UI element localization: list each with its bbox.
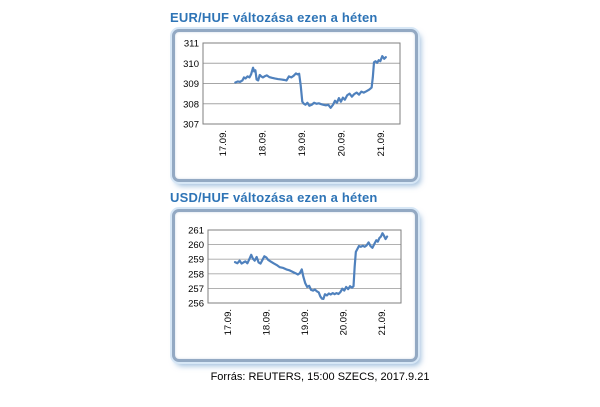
x-tick-label: 20.09. [339, 309, 350, 335]
x-tick-label: 19.09. [300, 309, 311, 335]
eurhuf-chart-frame: 307 308 309 310 311 17.09. 18.09. 19.09. 20.09. 2… [172, 29, 418, 182]
series-line-usd-huf [233, 232, 389, 301]
eurhuf-line-chart: 307 308 309 310 311 17.09. 18.09. 19.09. 20.09. 2… [183, 39, 401, 156]
y-tick-label: 259 [188, 255, 204, 266]
y-tick-label: 311 [184, 39, 199, 50]
series-line-eur-huf [234, 55, 387, 109]
y-tick-label: 309 [183, 79, 199, 90]
y-tick-label: 257 [188, 284, 204, 295]
usdhuf-chart-block: USD/HUF változása ezen a héten 256 257 258… [170, 190, 420, 362]
x-tick-label: 18.09. [261, 309, 272, 335]
y-tick-label: 308 [183, 99, 199, 110]
x-tick-label: 21.09. [377, 309, 388, 335]
y-tick-label: 307 [183, 120, 199, 131]
eurhuf-chart-title: EUR/HUF változása ezen a héten [170, 10, 378, 25]
plot-border [207, 229, 402, 304]
x-tick-label: 20.09. [336, 130, 347, 156]
plot-border [202, 42, 401, 125]
x-tick-label: 19.09. [297, 130, 308, 156]
y-tick-label: 310 [183, 59, 199, 70]
usdhuf-line-chart: 256 257 258 259 260 261 17.09. 18.09. 19.09. 20.0… [188, 226, 402, 335]
x-tick-label: 18.09. [258, 130, 269, 156]
y-tick-label: 256 [188, 299, 204, 310]
x-tick-label: 17.09. [223, 309, 234, 335]
usdhuf-chart-frame: 256 257 258 259 260 261 17.09. 18.09. 19.09. 20.0… [172, 209, 418, 362]
y-tick-label: 258 [188, 269, 204, 280]
usdhuf-chart-title: USD/HUF változása ezen a héten [170, 190, 378, 205]
source-note: Forrás: REUTERS, 15:00 SZECS, 2017.9.21 [210, 371, 430, 383]
eurhuf-chart-block: EUR/HUF változása ezen a héten 307 308 309… [170, 10, 420, 182]
x-tick-label: 21.09. [376, 130, 387, 156]
y-tick-label: 261 [188, 226, 204, 237]
y-tick-label: 260 [188, 240, 204, 251]
x-tick-label: 17.09. [218, 130, 229, 156]
